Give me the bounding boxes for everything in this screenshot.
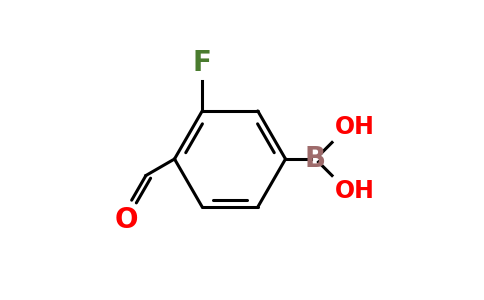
Text: F: F (193, 49, 212, 77)
Text: O: O (115, 206, 138, 234)
Text: OH: OH (335, 116, 375, 140)
Text: B: B (305, 145, 326, 173)
Text: OH: OH (335, 178, 375, 203)
